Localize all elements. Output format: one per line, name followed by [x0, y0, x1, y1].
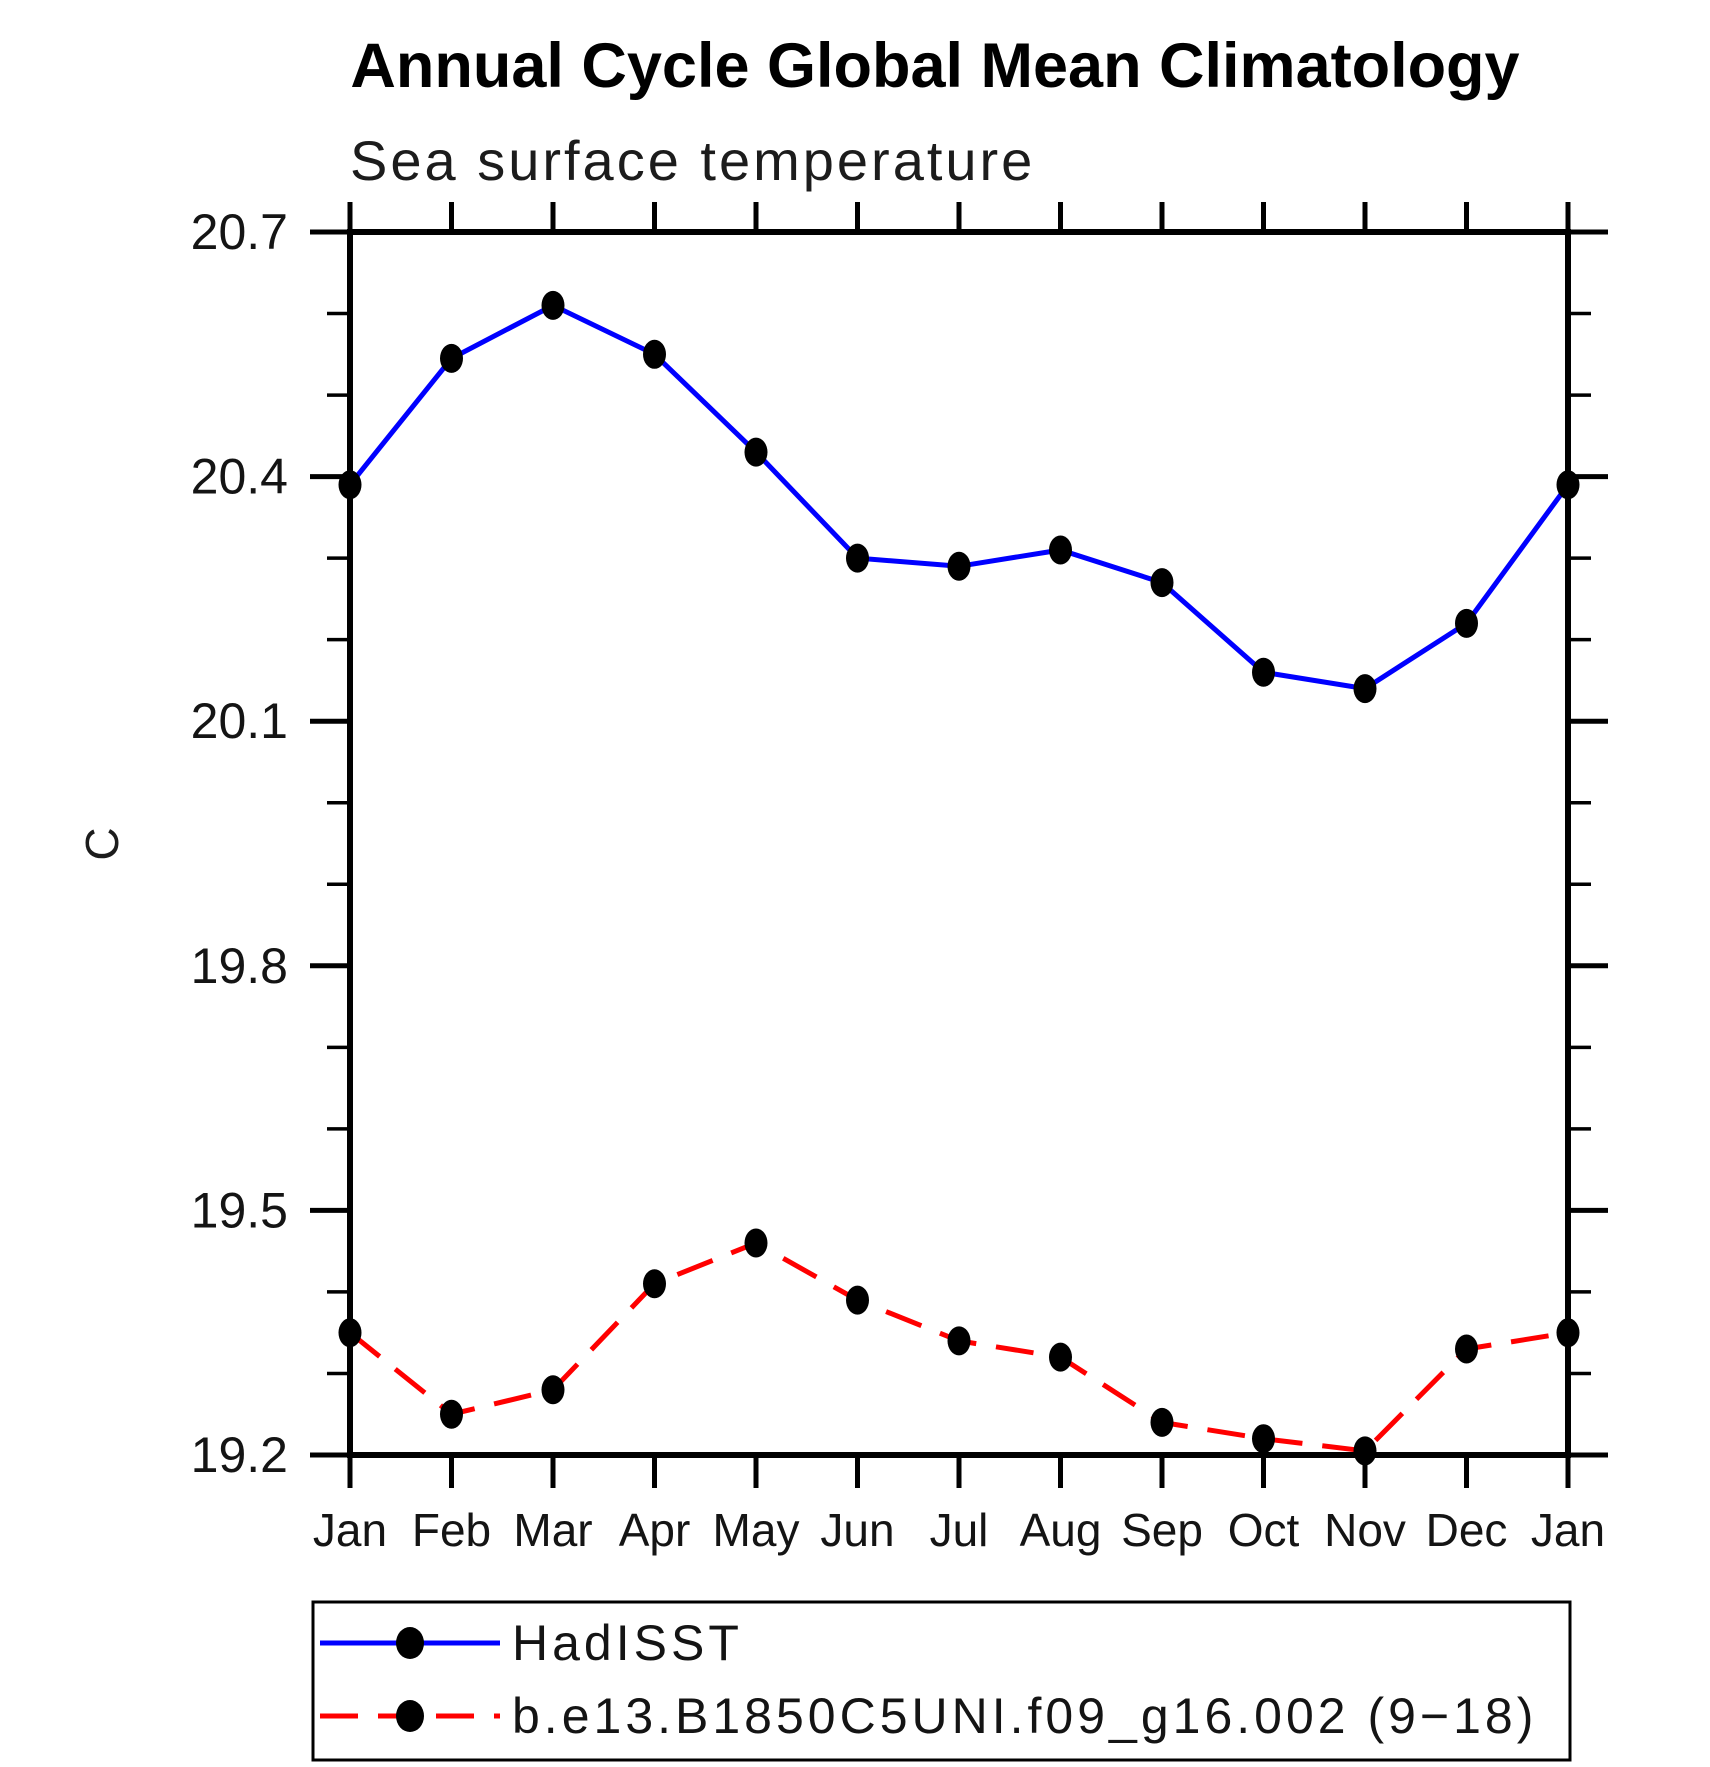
- plot-area: 19.2 19.5 19.8 20.1 20.4 20.7 Jan Feb Mar Apr May J…: [191, 202, 1608, 1556]
- hadisst-data-point-marker: [947, 551, 971, 581]
- plot-border: [347, 229, 1571, 1458]
- legend-label: b.e13.B1850C5UNI.f09_g16.002 (9−18): [512, 1688, 1537, 1744]
- hadisst-data-point-marker: [1455, 608, 1478, 638]
- model-data-point-marker: [440, 1399, 463, 1429]
- model-data-point-marker: [1049, 1342, 1072, 1372]
- hadisst-data-point-marker: [541, 290, 565, 320]
- model-data-point-marker: [1455, 1334, 1478, 1364]
- hadisst-data-point-marker: [643, 339, 666, 369]
- x-tick-label: Aug: [1020, 1504, 1102, 1556]
- y-tick-label: 19.2: [191, 1427, 288, 1483]
- model-data-point-marker: [1252, 1424, 1275, 1454]
- legend-label: HadISST: [512, 1615, 743, 1671]
- y-tick-label: 19.8: [191, 938, 288, 994]
- x-tick-label: May: [713, 1504, 800, 1556]
- y-axis-label: C: [76, 827, 128, 860]
- x-tick-label: Sep: [1121, 1504, 1203, 1556]
- hadisst-data-point-marker: [744, 437, 768, 467]
- model-data-point-marker: [541, 1375, 565, 1405]
- y-tick-label: 19.5: [191, 1182, 288, 1238]
- hadisst-data-point-marker: [846, 543, 869, 573]
- model-data-point-marker: [744, 1228, 768, 1258]
- hadisst-data-point-marker: [1049, 535, 1072, 565]
- x-tick-label: Oct: [1228, 1504, 1300, 1556]
- legend-box: [311, 1600, 1572, 1762]
- model-data-point-marker: [1556, 1318, 1580, 1348]
- hadisst-data-point-marker: [440, 343, 463, 373]
- x-tick-label: Feb: [412, 1504, 491, 1556]
- model-data-point-marker: [947, 1326, 971, 1356]
- model-data-point-marker: [338, 1318, 362, 1348]
- chart-subtitle: Sea surface temperature: [350, 129, 1035, 192]
- legend-marker-icon: [396, 1627, 424, 1659]
- hadisst-data-point-marker: [1252, 657, 1275, 687]
- x-tick-label: Mar: [513, 1504, 592, 1556]
- model-data-point-marker: [643, 1269, 666, 1299]
- y-tick-label: 20.4: [191, 449, 288, 505]
- hadisst-data-point-marker: [1353, 674, 1377, 704]
- model-data-point-marker: [1150, 1407, 1174, 1437]
- x-tick-label: Nov: [1324, 1504, 1406, 1556]
- legend: HadISST b.e13.B1850C5UNI.f09_g16.002 (9−1…: [311, 1600, 1572, 1762]
- chart-title: Annual Cycle Global Mean Climatology: [350, 31, 1519, 101]
- model-data-point-marker: [1353, 1436, 1377, 1466]
- x-tick-label: Jan: [313, 1504, 387, 1556]
- y-tick-label: 20.7: [191, 204, 288, 260]
- hadisst-data-point-marker: [1150, 568, 1174, 598]
- x-tick-label: Jun: [820, 1504, 894, 1556]
- hadisst-data-point-marker: [1556, 470, 1580, 500]
- model-data-point-marker: [846, 1285, 869, 1315]
- x-tick-label: Jul: [930, 1504, 989, 1556]
- legend-marker-icon: [396, 1700, 424, 1732]
- hadisst-data-point-marker: [338, 470, 362, 500]
- x-tick-label: Jan: [1531, 1504, 1605, 1556]
- x-tick-label: Apr: [619, 1504, 691, 1556]
- y-tick-label: 20.1: [191, 693, 288, 749]
- hadisst-line: [348, 302, 1571, 692]
- x-tick-label: Dec: [1426, 1504, 1508, 1556]
